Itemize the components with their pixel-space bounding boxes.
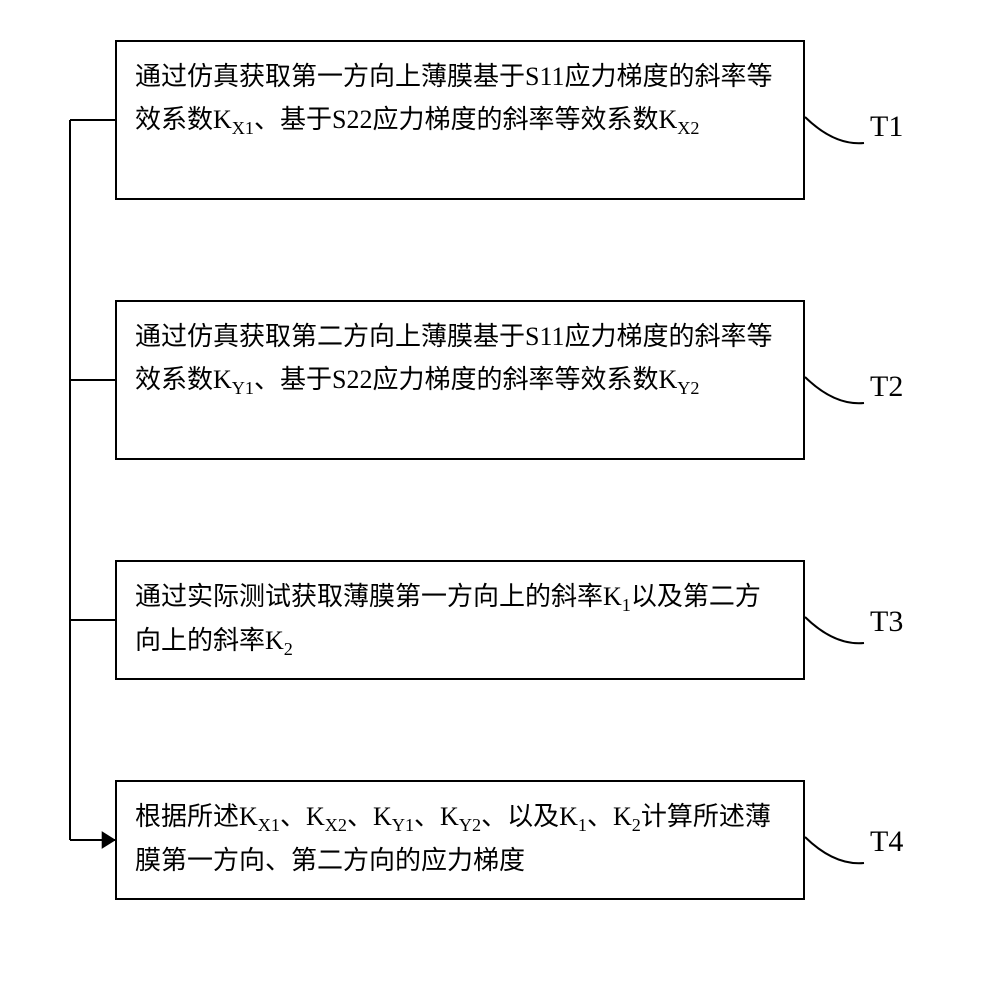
subscript: 1 — [622, 595, 631, 615]
step-label-t3: T3 — [870, 605, 903, 639]
subscript: X1 — [232, 118, 254, 138]
flowchart-step-t2: 通过仿真获取第二方向上薄膜基于S11应力梯度的斜率等效系数KY1、基于S22应力… — [115, 300, 805, 460]
step-label-t1: T1 — [870, 110, 903, 144]
subscript: X1 — [258, 815, 280, 835]
subscript: Y1 — [232, 378, 254, 398]
subscript: X2 — [325, 815, 347, 835]
subscript: 2 — [632, 815, 641, 835]
subscript: Y2 — [677, 378, 699, 398]
flowchart-step-t4: 根据所述KX1、KX2、KY1、KY2、以及K1、K2计算所述薄膜第一方向、第二… — [115, 780, 805, 900]
subscript: Y2 — [459, 815, 481, 835]
subscript: X2 — [677, 118, 699, 138]
subscript: 2 — [284, 639, 293, 659]
flowchart-step-t1: 通过仿真获取第一方向上薄膜基于S11应力梯度的斜率等效系数KX1、基于S22应力… — [115, 40, 805, 200]
subscript: 1 — [578, 815, 587, 835]
flowchart-step-t3: 通过实际测试获取薄膜第一方向上的斜率K1以及第二方向上的斜率K2 — [115, 560, 805, 680]
subscript: Y1 — [392, 815, 414, 835]
step-label-t2: T2 — [870, 370, 903, 404]
step-label-t4: T4 — [870, 825, 903, 859]
